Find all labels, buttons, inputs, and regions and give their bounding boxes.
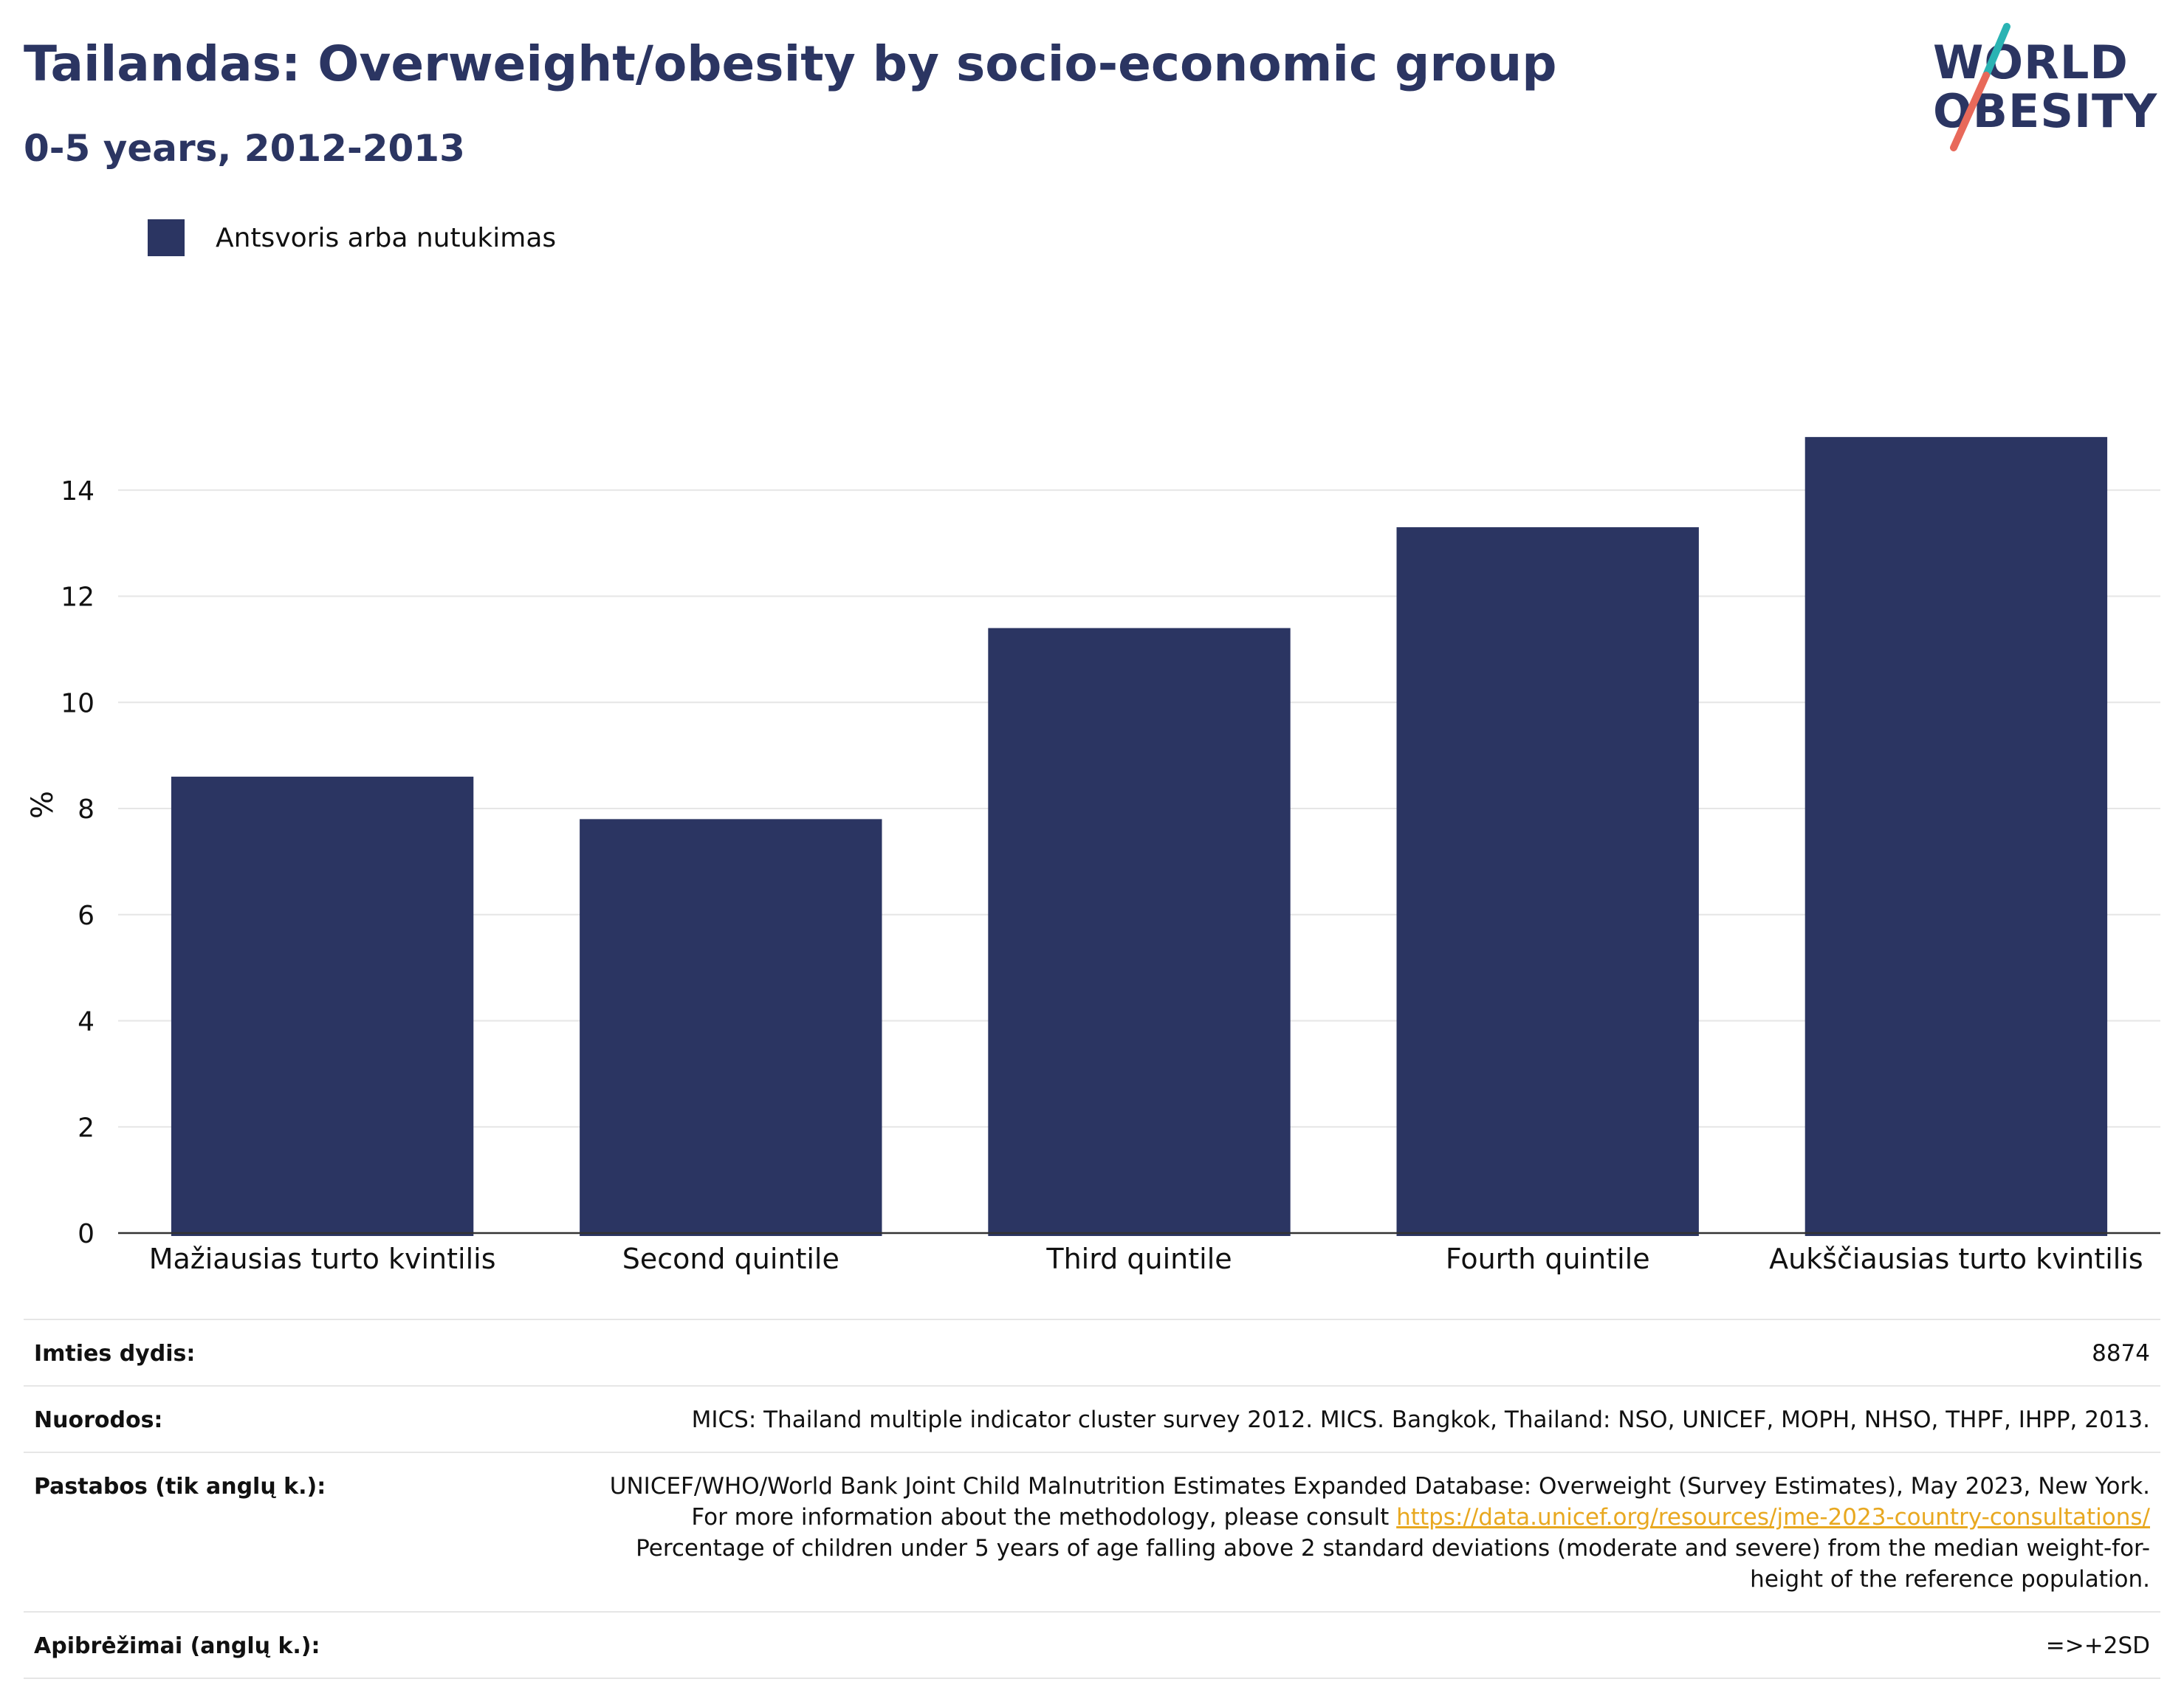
y-tick-label: 4 <box>78 1007 95 1037</box>
y-tick-label: 12 <box>61 583 95 613</box>
x-tick-label: Third quintile <box>1045 1243 1232 1275</box>
notes-label: Pastabos (tik anglų k.): <box>34 1474 326 1500</box>
x-tick-label: Aukščiausias turto kvintilis <box>1769 1243 2143 1275</box>
x-tick-label: Second quintile <box>622 1243 839 1275</box>
x-tick-label: Mažiausias turto kvintilis <box>149 1243 496 1275</box>
references-value: MICS: Thailand multiple indicator cluste… <box>691 1407 2150 1433</box>
bar <box>1396 527 1699 1236</box>
y-tick-label: 14 <box>61 476 95 507</box>
bar <box>580 819 882 1236</box>
legend-label: Antsvoris arba nutukimas <box>216 222 557 253</box>
chart-title: Tailandas: Overweight/obesity by socio-e… <box>24 35 1557 92</box>
definitions-row: Apibrėžimai (anglų k.): =>+2SD <box>24 1611 2160 1679</box>
chart-subtitle: 0-5 years, 2012-2013 <box>24 127 465 170</box>
bar <box>171 776 474 1236</box>
sample-size-row: Imties dydis: 8874 <box>24 1319 2160 1385</box>
y-tick-label: 2 <box>78 1113 95 1143</box>
logo-line-1: WORLD <box>1933 35 2129 89</box>
definitions-label: Apibrėžimai (anglų k.): <box>34 1633 320 1659</box>
notes-text: UNICEF/WHO/World Bank Joint Child Malnut… <box>609 1473 2150 1531</box>
y-axis-label: % <box>26 790 60 820</box>
x-tick-label: Fourth quintile <box>1446 1243 1650 1275</box>
references-label: Nuorodos: <box>34 1407 163 1433</box>
world-obesity-logo: WORLD OBESITY <box>1927 22 2171 155</box>
bar-chart: 0 2 4 6 8 10 12 14 Mažiausias turto kvintilis Sec… <box>61 436 2160 1275</box>
notes-row: Pastabos (tik anglų k.): UNICEF/WHO/Worl… <box>24 1452 2160 1611</box>
y-tick-label: 8 <box>78 794 95 825</box>
legend: Antsvoris arba nutukimas <box>148 219 556 257</box>
info-table: Imties dydis: 8874 Nuorodos: MICS: Thail… <box>24 1319 2160 1679</box>
notes-link[interactable]: https://data.unicef.org/resources/jme-20… <box>1396 1504 2150 1531</box>
y-tick-label: 10 <box>61 688 95 718</box>
y-tick-label: 6 <box>78 901 95 931</box>
definitions-value: =>+2SD <box>2045 1633 2150 1659</box>
legend-swatch <box>148 219 185 256</box>
sample-size-value: 8874 <box>2092 1340 2150 1367</box>
references-row: Nuorodos: MICS: Thailand multiple indica… <box>24 1385 2160 1452</box>
bar <box>988 628 1291 1236</box>
sample-size-label: Imties dydis: <box>34 1341 196 1367</box>
bar <box>1804 436 2108 1236</box>
notes-value: UNICEF/WHO/World Bank Joint Child Malnut… <box>600 1453 2150 1611</box>
y-tick-label: 0 <box>78 1219 95 1249</box>
logo-slash-icon <box>1950 23 2010 151</box>
notes-text-2: Percentage of children under 5 years of … <box>636 1535 2150 1593</box>
